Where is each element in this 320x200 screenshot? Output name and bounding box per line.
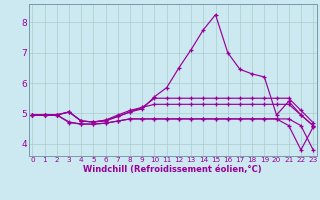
- X-axis label: Windchill (Refroidissement éolien,°C): Windchill (Refroidissement éolien,°C): [84, 165, 262, 174]
